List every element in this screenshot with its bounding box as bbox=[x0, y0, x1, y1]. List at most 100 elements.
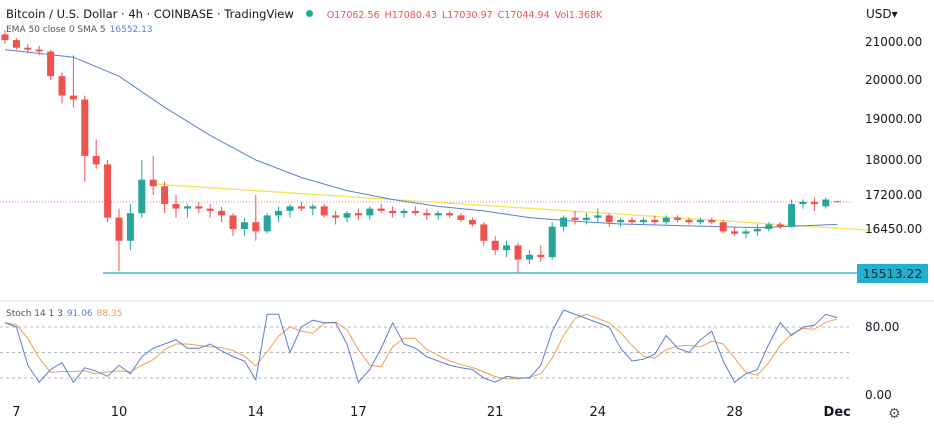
trendline bbox=[153, 183, 872, 232]
volume-value: Vol1.368K bbox=[554, 10, 603, 21]
candle-body bbox=[12, 40, 20, 48]
settings-gear-icon[interactable]: ⚙ bbox=[888, 406, 901, 422]
stoch-k-line bbox=[4, 309, 838, 384]
candle-body bbox=[571, 217, 579, 220]
candle-body bbox=[525, 254, 533, 260]
time-label: 7 bbox=[12, 405, 21, 420]
candle-body bbox=[275, 210, 283, 216]
price-tick: 20000.00 bbox=[865, 73, 923, 87]
candle-body bbox=[822, 199, 830, 207]
price-tick: 21000.00 bbox=[865, 35, 923, 49]
candle-body bbox=[389, 210, 397, 214]
candle-body bbox=[354, 213, 362, 216]
candle-body bbox=[172, 204, 180, 209]
candle-body bbox=[628, 219, 636, 223]
candle-body bbox=[309, 206, 317, 209]
candle-body bbox=[582, 217, 590, 220]
candle-body bbox=[35, 49, 43, 52]
candle-body bbox=[605, 215, 613, 223]
candle-body bbox=[263, 215, 271, 232]
candle-body bbox=[332, 215, 340, 218]
support-price-label: 15513.22 bbox=[857, 264, 928, 283]
candle-body bbox=[537, 254, 545, 258]
candle-body bbox=[753, 229, 761, 232]
ema50-line bbox=[4, 49, 838, 229]
candle-body bbox=[480, 224, 488, 241]
candle-body bbox=[81, 99, 89, 156]
candle-body bbox=[366, 208, 374, 216]
price-tick: 18000.00 bbox=[865, 153, 923, 167]
candle-body bbox=[685, 219, 693, 223]
candle-body bbox=[423, 213, 431, 216]
candle-body bbox=[104, 164, 112, 218]
candle-body bbox=[1, 34, 9, 41]
candle-body bbox=[810, 201, 818, 205]
candle-body bbox=[343, 213, 351, 218]
price-tick: 16450.00 bbox=[865, 222, 923, 236]
time-label: 17 bbox=[350, 405, 367, 420]
candle-body bbox=[400, 210, 408, 214]
candle-body bbox=[719, 222, 727, 232]
price-tick: 17200.00 bbox=[865, 188, 923, 202]
price-tick: 19000.00 bbox=[865, 112, 923, 126]
candle-body bbox=[377, 208, 385, 211]
stoch-tick: 80.00 bbox=[865, 320, 900, 334]
candle-body bbox=[548, 226, 556, 258]
chart-header: Bitcoin / U.S. Dollar · 4h · COINBASE · … bbox=[6, 7, 607, 21]
candle-body bbox=[149, 179, 157, 187]
candle-body bbox=[69, 95, 77, 100]
ema-value: 16552.13 bbox=[109, 25, 153, 35]
candle-body bbox=[58, 76, 66, 96]
candle-body bbox=[776, 224, 784, 227]
candle-body bbox=[411, 210, 419, 214]
stoch-tick: 0.00 bbox=[865, 388, 892, 402]
stoch-k-value: 91.06 bbox=[66, 309, 93, 319]
candle-body bbox=[514, 245, 522, 260]
stoch-lines bbox=[4, 309, 838, 384]
candle-body bbox=[674, 217, 682, 220]
ema-legend[interactable]: EMA 50 close 0 SMA 5 16552.13 bbox=[6, 25, 153, 35]
close-value: C17044.94 bbox=[497, 10, 550, 21]
candle-body bbox=[183, 206, 191, 209]
time-label: 10 bbox=[110, 405, 128, 420]
candle-body bbox=[206, 208, 214, 211]
time-label: Dec bbox=[823, 405, 851, 420]
ema-label: EMA 50 close 0 SMA 5 bbox=[6, 25, 106, 35]
market-status-icon bbox=[305, 10, 313, 17]
candles bbox=[1, 30, 841, 274]
trendline-segment bbox=[153, 183, 872, 232]
candle-body bbox=[799, 201, 807, 205]
candle-body bbox=[47, 51, 55, 77]
candle-body bbox=[651, 219, 659, 223]
candle-body bbox=[138, 179, 146, 214]
candle-body bbox=[788, 204, 796, 227]
high-value: H17080.43 bbox=[384, 10, 438, 21]
low-value: L17030.97 bbox=[442, 10, 493, 21]
candle-body bbox=[742, 231, 750, 234]
candle-body bbox=[833, 201, 841, 203]
candle-body bbox=[662, 217, 670, 223]
candle-body bbox=[708, 219, 716, 223]
candle-body bbox=[229, 215, 237, 229]
candle-body bbox=[468, 219, 476, 225]
candle-body bbox=[320, 206, 328, 216]
candle-body bbox=[161, 186, 169, 205]
candle-body bbox=[195, 206, 203, 209]
candle-body bbox=[92, 155, 100, 165]
time-label: 14 bbox=[247, 405, 265, 420]
candle-body bbox=[491, 240, 499, 251]
currency-selector[interactable]: USD▾ bbox=[866, 7, 898, 21]
candle-body bbox=[252, 222, 260, 232]
candle-body bbox=[286, 206, 294, 211]
stoch-legend[interactable]: Stoch 14 1 3 91.06 88.35 bbox=[6, 309, 122, 319]
candle-body bbox=[240, 222, 248, 229]
candle-body bbox=[24, 47, 32, 50]
stoch-reference-lines bbox=[0, 326, 850, 379]
time-label: 24 bbox=[589, 405, 607, 420]
symbol-title[interactable]: Bitcoin / U.S. Dollar · 4h · COINBASE · … bbox=[6, 7, 294, 21]
candle-body bbox=[218, 210, 226, 216]
candle-body bbox=[503, 245, 511, 251]
stoch-d-line bbox=[4, 313, 838, 380]
candle-body bbox=[297, 206, 305, 209]
